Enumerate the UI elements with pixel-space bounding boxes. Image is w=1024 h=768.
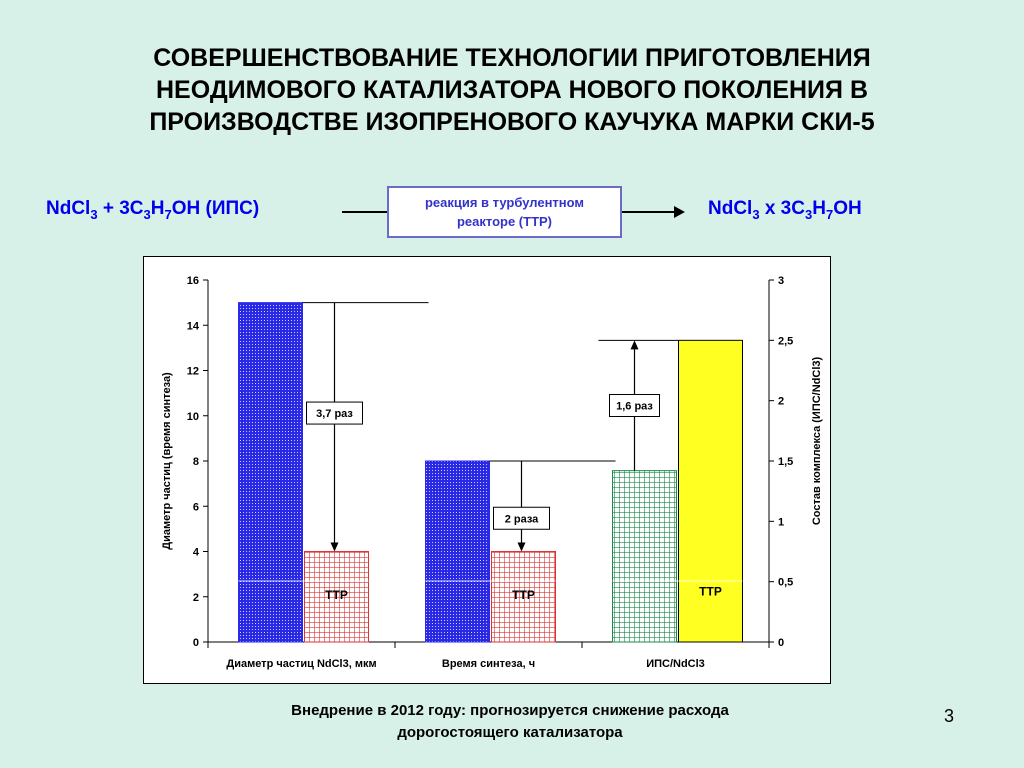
annotation-box (493, 506, 550, 530)
slide-title: СОВЕРШЕНСТВОВАНИЕ ТЕХНОЛОГИИ ПРИГОТОВЛЕН… (40, 42, 984, 138)
reaction-arrow-line-right (622, 211, 674, 213)
bar-ttr (491, 551, 556, 643)
annotation-label: 2 раза (505, 513, 539, 525)
annotation-box (609, 393, 660, 417)
title-line-2: НЕОДИМОВОГО КАТАЛИЗАТОРА НОВОГО ПОКОЛЕНИ… (156, 76, 868, 104)
left-tick-label: 14 (187, 320, 200, 332)
annotation-label: 3,7 раз (316, 408, 353, 420)
right-tick-label: 3 (778, 275, 784, 287)
right-tick-label: 2,5 (778, 335, 793, 347)
page-number: 3 (944, 706, 955, 726)
reaction-arrow-head (674, 206, 685, 218)
left-tick-label: 12 (187, 366, 199, 378)
footer-note: Внедрение в 2012 году: прогнозируется сн… (180, 700, 840, 744)
category-label: Диаметр частиц NdCl3, мкм (226, 658, 376, 670)
bar-before (238, 302, 303, 643)
title-line-3: ПРОИЗВОДСТВЕ ИЗОПРЕНОВОГО КАУЧУКА МАРКИ … (149, 108, 875, 136)
right-tick-label: 1 (778, 516, 784, 528)
ttr-bar-label: ТТР (512, 588, 535, 602)
right-tick-label: 1,5 (778, 456, 793, 468)
right-tick-label: 2 (778, 396, 784, 408)
ttr-bar-label: ТТР (325, 588, 348, 602)
footer-line-2: дорогостоящего катализатора (397, 724, 623, 741)
category-label: Время синтеза, ч (442, 658, 535, 670)
annotation-arrow-head (630, 340, 639, 350)
annotation-box (306, 401, 363, 425)
right-axis-title: Состав комплекса (ИПС/NdCl3) (811, 356, 823, 525)
category-label: ИПС/NdCl3 (646, 658, 705, 670)
bar-before (425, 460, 490, 643)
bar-chart: 0 2 4 6 8 10 12 14 16 0 0,5 1 1,5 2 2,5 3 Диаметр частиц… (161, 275, 823, 670)
left-tick-label: 4 (193, 547, 200, 559)
annotation-arrow-head (517, 542, 526, 552)
right-tick-label: 0 (778, 637, 784, 649)
left-tick-label: 10 (187, 411, 199, 423)
chart-frame: 0 2 4 6 8 10 12 14 16 0 0,5 1 1,5 2 2,5 3 Диаметр частиц… (143, 256, 831, 684)
annotation-arrow-head (330, 542, 339, 552)
reactor-line-2: реакторе (ТТР) (456, 214, 553, 229)
left-axis-title: Диаметр частиц (время синтеза) (161, 372, 173, 550)
left-tick-label: 6 (193, 501, 199, 513)
left-tick-label: 0 (193, 637, 199, 649)
reaction-arrow-line-left (342, 211, 387, 213)
left-tick-label: 16 (187, 275, 199, 287)
ttr-bar-label: ТТР (699, 584, 722, 598)
bar-before (612, 470, 677, 643)
left-tick-label: 2 (193, 592, 199, 604)
reactor-label-box: реакция в турбулентном реакторе (ТТР) (387, 186, 622, 238)
title-line-1: СОВЕРШЕНСТВОВАНИЕ ТЕХНОЛОГИИ ПРИГОТОВЛЕН… (153, 44, 871, 72)
bar-ttr (304, 551, 369, 643)
right-tick-label: 0,5 (778, 577, 793, 589)
reactor-line-1: реакция в турбулентном (424, 195, 585, 210)
bar-ttr (678, 339, 743, 643)
left-tick-label: 8 (193, 456, 199, 468)
reactants-formula: NdCl3 + 3C3H7OH (ИПС) (46, 198, 260, 222)
product-formula: NdCl3 x 3C3H7OH (708, 198, 862, 222)
annotation-label: 1,6 раз (616, 400, 653, 412)
footer-line-1: Внедрение в 2012 году: прогнозируется сн… (291, 702, 729, 719)
